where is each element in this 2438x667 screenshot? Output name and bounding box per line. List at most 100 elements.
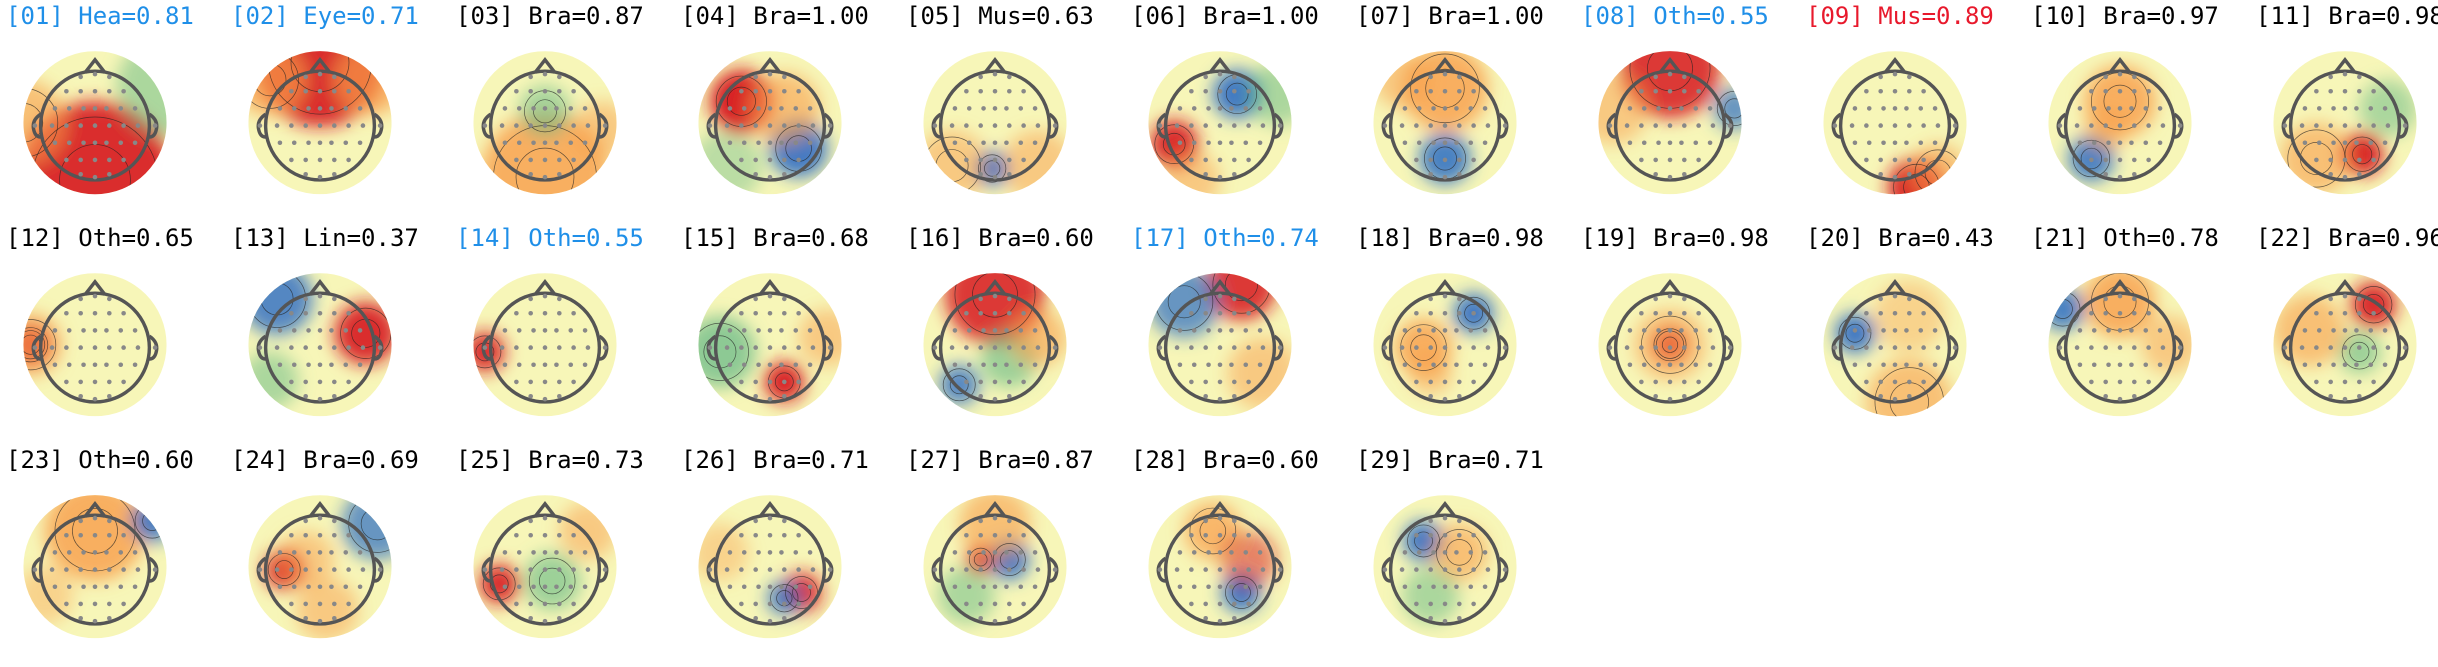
sensor-dots (482, 293, 608, 402)
sensor-dots (932, 71, 1058, 180)
topomap-field (1373, 51, 1517, 195)
component-title: [01] Hea=0.81 (6, 2, 194, 30)
head-outline (481, 500, 609, 626)
topomap-field (2273, 273, 2417, 417)
component-cell-18: [18] Bra=0.98 (1356, 224, 1566, 436)
head-outline (1606, 56, 1734, 182)
component-title: [10] Bra=0.97 (2031, 2, 2219, 30)
component-title: [04] Bra=1.00 (681, 2, 869, 30)
component-cell-24: [24] Bra=0.69 (231, 446, 441, 658)
sensor-dots (1832, 293, 1958, 402)
component-title: [15] Bra=0.68 (681, 224, 869, 252)
head-outline (706, 278, 834, 404)
topomap-04 (698, 51, 842, 195)
topomap-11 (2273, 51, 2417, 195)
head-outline (2281, 278, 2409, 404)
topomap-field (473, 51, 617, 195)
topomap-02 (248, 51, 392, 195)
component-cell-07: [07] Bra=1.00 (1356, 2, 1566, 214)
sensor-dots (1382, 71, 1508, 180)
component-cell-05: [05] Mus=0.63 (906, 2, 1116, 214)
head-outline (481, 278, 609, 404)
component-title: [11] Bra=0.98 (2256, 2, 2438, 30)
sensor-dots (482, 71, 608, 180)
component-cell-28: [28] Bra=0.60 (1131, 446, 1341, 658)
topomap-23 (23, 495, 167, 639)
head-outline (931, 500, 1059, 626)
component-title: [16] Bra=0.60 (906, 224, 1094, 252)
sensor-dots (1382, 293, 1508, 402)
head-outline (1381, 278, 1509, 404)
component-title: [20] Bra=0.43 (1806, 224, 1994, 252)
topomap-27 (923, 495, 1067, 639)
topomap-05 (923, 51, 1067, 195)
component-title: [22] Bra=0.96 (2256, 224, 2438, 252)
topomap-field (1598, 273, 1742, 417)
topomap-field (1823, 273, 1967, 417)
topomap-03 (473, 51, 617, 195)
component-cell-23: [23] Oth=0.60 (6, 446, 216, 658)
sensor-dots (1157, 71, 1283, 180)
topomap-01 (23, 51, 167, 195)
topomap-18 (1373, 273, 1517, 417)
sensor-dots (32, 71, 158, 180)
head-outline (256, 278, 384, 404)
topomap-field (1148, 51, 1292, 195)
topomap-field (923, 495, 1067, 639)
topomap-21 (2048, 273, 2192, 417)
head-outline (931, 56, 1059, 182)
sensor-dots (1157, 293, 1283, 402)
component-title: [05] Mus=0.63 (906, 2, 1094, 30)
head-outline (706, 500, 834, 626)
head-outline (256, 56, 384, 182)
topomap-08 (1598, 51, 1742, 195)
component-cell-10: [10] Bra=0.97 (2031, 2, 2241, 214)
sensor-dots (2057, 293, 2183, 402)
component-title: [03] Bra=0.87 (456, 2, 644, 30)
head-outline (31, 500, 159, 626)
sensor-dots (707, 515, 833, 624)
topomap-14 (473, 273, 617, 417)
sensor-dots (257, 293, 383, 402)
sensor-dots (1382, 515, 1508, 624)
topomap-24 (248, 495, 392, 639)
topomap-16 (923, 273, 1067, 417)
topomap-28 (1148, 495, 1292, 639)
sensor-dots (707, 293, 833, 402)
component-cell-20: [20] Bra=0.43 (1806, 224, 2016, 436)
sensor-dots (1832, 71, 1958, 180)
sensor-dots (1157, 515, 1283, 624)
head-outline (1381, 500, 1509, 626)
component-title: [27] Bra=0.87 (906, 446, 1094, 474)
component-cell-13: [13] Lin=0.37 (231, 224, 441, 436)
component-title: [14] Oth=0.55 (456, 224, 644, 252)
component-cell-06: [06] Bra=1.00 (1131, 2, 1341, 214)
topomap-29 (1373, 495, 1517, 639)
sensor-dots (932, 515, 1058, 624)
topomap-09 (1823, 51, 1967, 195)
sensor-dots (32, 293, 158, 402)
component-cell-14: [14] Oth=0.55 (456, 224, 666, 436)
sensor-dots (2057, 71, 2183, 180)
topomap-19 (1598, 273, 1742, 417)
sensor-dots (707, 71, 833, 180)
sensor-dots (1607, 293, 1733, 402)
component-cell-17: [17] Oth=0.74 (1131, 224, 1341, 436)
topomap-07 (1373, 51, 1517, 195)
sensor-dots (257, 515, 383, 624)
component-cell-22: [22] Bra=0.96 (2256, 224, 2438, 436)
component-cell-27: [27] Bra=0.87 (906, 446, 1116, 658)
head-outline (1156, 278, 1284, 404)
component-title: [12] Oth=0.65 (6, 224, 194, 252)
head-outline (706, 56, 834, 182)
component-title: [21] Oth=0.78 (2031, 224, 2219, 252)
component-cell-03: [03] Bra=0.87 (456, 2, 666, 214)
topomap-17 (1148, 273, 1292, 417)
topomap-06 (1148, 51, 1292, 195)
component-title: [08] Oth=0.55 (1581, 2, 1769, 30)
component-cell-11: [11] Bra=0.98 (2256, 2, 2438, 214)
component-cell-04: [04] Bra=1.00 (681, 2, 891, 214)
head-outline (481, 56, 609, 182)
component-cell-08: [08] Oth=0.55 (1581, 2, 1791, 214)
topomap-10 (2048, 51, 2192, 195)
